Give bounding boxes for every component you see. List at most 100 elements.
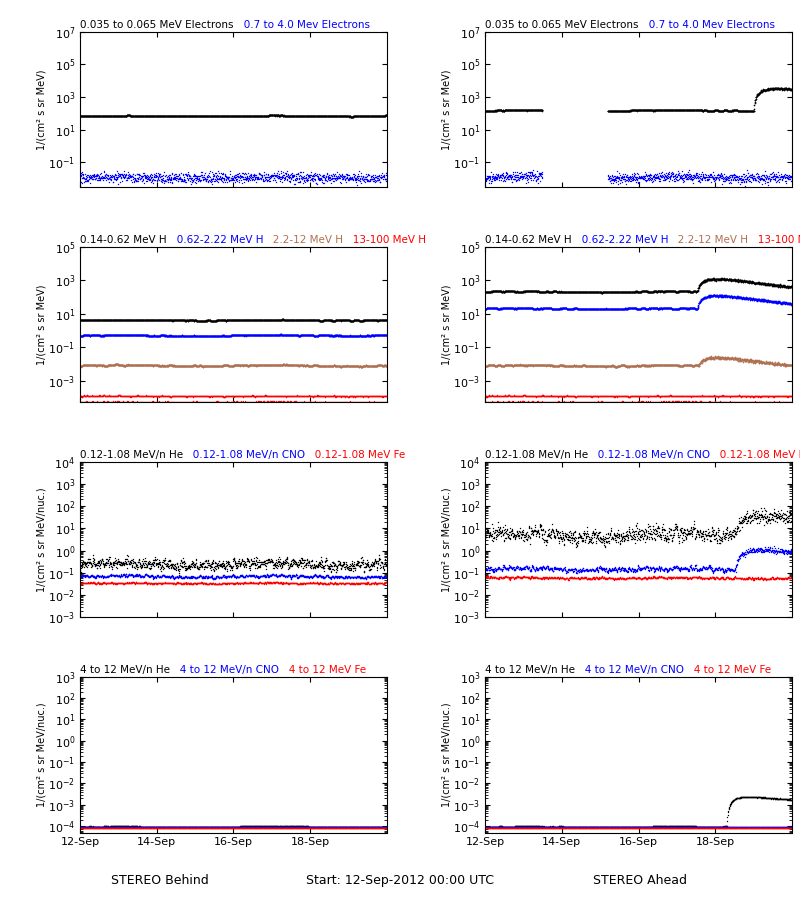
Point xyxy=(498,302,510,316)
Point xyxy=(114,388,126,402)
Point xyxy=(214,819,227,833)
Point xyxy=(628,167,641,182)
Point xyxy=(693,394,706,409)
Point xyxy=(238,820,251,834)
Point xyxy=(568,284,581,299)
Point xyxy=(90,389,103,403)
Point xyxy=(372,328,385,342)
Point xyxy=(636,819,649,833)
Point xyxy=(210,559,222,573)
Point xyxy=(120,821,133,835)
Point xyxy=(335,820,348,834)
Point xyxy=(694,293,707,308)
Point xyxy=(762,394,775,409)
Point xyxy=(365,821,378,835)
Point xyxy=(200,820,213,834)
Point xyxy=(595,285,608,300)
Point xyxy=(326,577,339,591)
Point xyxy=(772,545,785,560)
Point xyxy=(166,557,178,572)
Point xyxy=(532,168,545,183)
Point xyxy=(267,394,280,409)
Point xyxy=(318,819,331,833)
Point xyxy=(374,170,387,184)
Point xyxy=(198,820,210,834)
Point xyxy=(780,792,793,806)
Point xyxy=(197,359,210,374)
Point xyxy=(694,562,707,577)
Point xyxy=(706,289,718,303)
Point xyxy=(627,359,640,374)
Point xyxy=(264,389,277,403)
Point xyxy=(260,553,273,567)
Point xyxy=(649,571,662,585)
Point xyxy=(631,819,644,833)
Point xyxy=(662,394,674,409)
Point xyxy=(720,389,733,403)
Point xyxy=(215,109,228,123)
Point xyxy=(525,524,538,538)
Point xyxy=(683,821,696,835)
Point xyxy=(134,819,147,833)
Point xyxy=(79,569,92,583)
Point xyxy=(86,559,98,573)
Point xyxy=(123,575,136,590)
Point xyxy=(614,563,626,578)
Point xyxy=(242,109,254,123)
Point xyxy=(115,357,128,372)
Point xyxy=(538,819,551,833)
Point xyxy=(594,302,607,316)
Point xyxy=(517,819,530,833)
Point xyxy=(545,570,558,584)
Point xyxy=(648,394,661,409)
Point xyxy=(172,576,185,590)
Point xyxy=(504,821,517,835)
Point xyxy=(76,819,89,833)
Point xyxy=(359,358,372,373)
Point xyxy=(364,170,377,184)
Point xyxy=(718,389,731,403)
Point xyxy=(678,821,690,835)
Point xyxy=(327,820,340,834)
Point xyxy=(649,561,662,575)
Point xyxy=(222,358,234,373)
Point xyxy=(758,820,770,834)
Point xyxy=(669,167,682,182)
Point xyxy=(367,358,380,373)
Point xyxy=(146,555,159,570)
Point xyxy=(91,555,104,570)
Point xyxy=(238,570,250,584)
Point xyxy=(582,395,594,410)
Point xyxy=(721,104,734,118)
Point xyxy=(654,821,667,835)
Point xyxy=(719,820,732,834)
Point xyxy=(285,328,298,342)
Point xyxy=(699,821,712,835)
Point xyxy=(668,284,681,299)
Point xyxy=(514,389,527,403)
Point xyxy=(674,284,687,299)
Point xyxy=(89,328,102,342)
Point xyxy=(330,570,342,584)
Point xyxy=(480,359,493,374)
Point xyxy=(221,389,234,403)
Point xyxy=(710,571,723,585)
Point xyxy=(697,394,710,409)
Point xyxy=(776,280,789,294)
Point xyxy=(177,389,190,403)
Point xyxy=(237,821,250,835)
Point xyxy=(242,313,254,328)
Point xyxy=(351,819,364,833)
Point xyxy=(529,302,542,316)
Point xyxy=(588,821,601,835)
Point xyxy=(751,168,764,183)
Point xyxy=(185,389,198,403)
Point xyxy=(738,512,750,526)
Point xyxy=(486,357,498,372)
Point xyxy=(598,561,610,575)
Point xyxy=(357,359,370,374)
Point xyxy=(666,820,678,834)
Point xyxy=(186,394,199,409)
Point xyxy=(159,174,172,188)
Point xyxy=(270,168,282,183)
